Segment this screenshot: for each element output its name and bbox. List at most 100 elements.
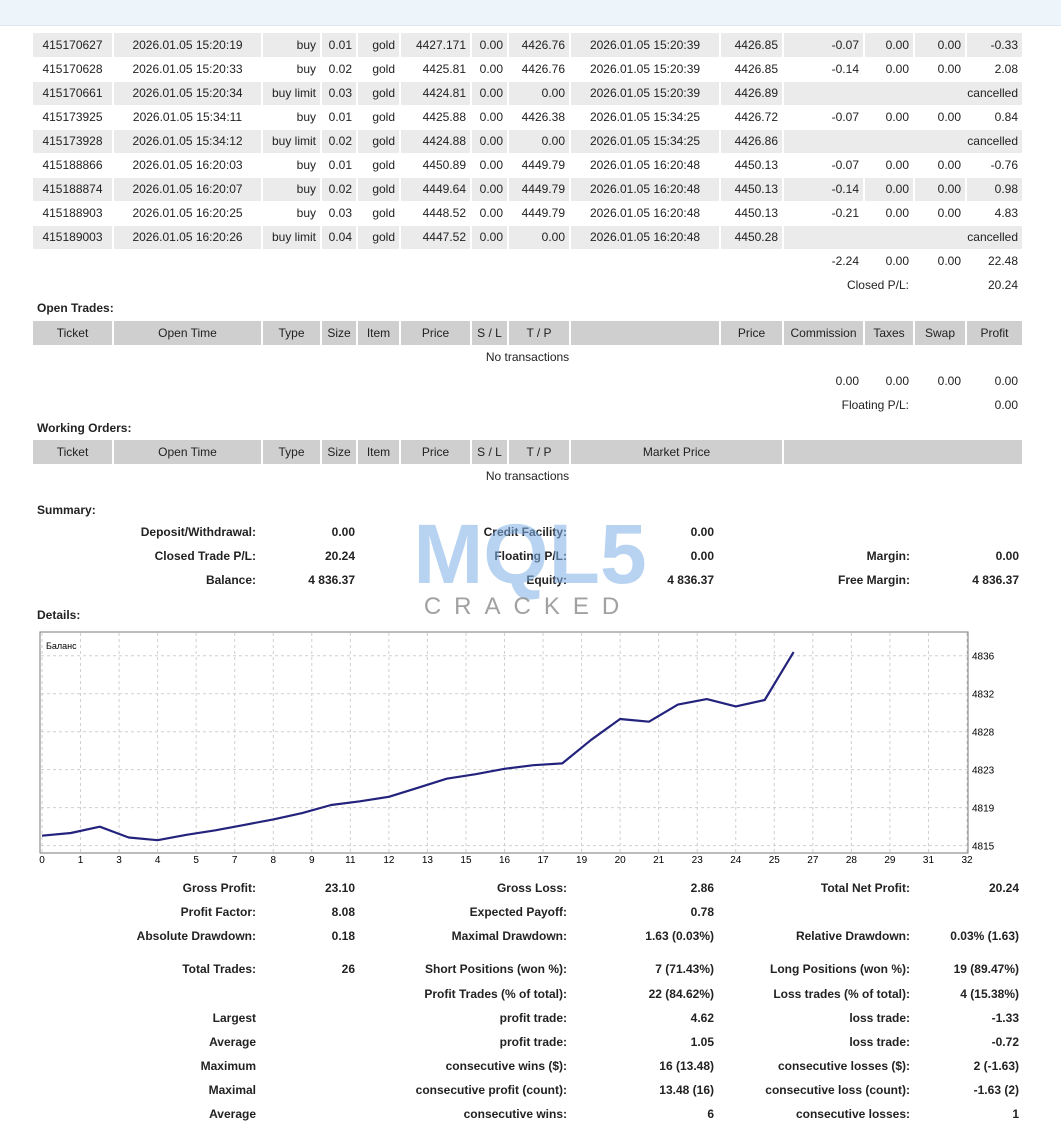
trade-cell: 2026.01.05 16:20:48	[570, 153, 721, 178]
field-label: consecutive loss (count):	[765, 1083, 910, 1097]
totals-row: 0.00 0.00 0.00 0.00	[33, 369, 1024, 394]
trade-cell: 2026.01.05 16:20:25	[113, 201, 263, 226]
trade-row: 415189003 2026.01.05 16:20:26 buy limit 0.0…	[33, 225, 1024, 250]
field-value: 6	[707, 1107, 714, 1121]
field-value: -1.63 (2)	[973, 1083, 1019, 1097]
trade-cell: 2026.01.05 16:20:48	[570, 201, 721, 226]
trade-cell: 0.02	[321, 57, 358, 82]
field-label: Free Margin:	[837, 573, 910, 587]
trade-cell: 2026.01.05 15:20:39	[570, 81, 721, 106]
field-label: Total Trades:	[182, 962, 256, 976]
message-row: No transactions	[33, 464, 1025, 489]
trade-cell: 4426.85	[720, 57, 784, 82]
field-label: Expected Payoff:	[469, 905, 567, 919]
field-value: 0.78	[690, 905, 714, 919]
field-value: -1.33	[991, 1011, 1019, 1025]
trade-cell: 415170628	[33, 57, 114, 82]
trade-cell: buy limit	[262, 129, 322, 154]
spacer	[33, 249, 784, 274]
field-value: 2.86	[690, 881, 714, 895]
field-label: Floating P/L:	[494, 549, 567, 563]
trade-cell: 0.00	[914, 153, 967, 178]
column-header: S / L	[471, 321, 509, 346]
column-header: Size	[321, 321, 358, 346]
field-label: consecutive wins:	[463, 1107, 567, 1121]
trade-cell: -0.07	[783, 105, 865, 130]
trade-cell: 4425.88	[400, 105, 472, 130]
section-title: Details:	[37, 608, 81, 622]
field-value: 8.08	[331, 905, 355, 919]
trade-cell: 415189003	[33, 225, 114, 250]
trade-cell: -0.76	[966, 153, 1024, 178]
column-header: Type	[262, 321, 322, 346]
trade-cell: 0.00	[914, 33, 967, 58]
field-value: 4 (15.38%)	[960, 987, 1019, 1001]
field-label: Margin:	[866, 549, 910, 563]
trade-cell: 0.00	[508, 129, 571, 154]
field-label: Maximal Drawdown:	[451, 929, 567, 943]
trade-cell: 0.03	[321, 81, 358, 106]
trade-cell: 2026.01.05 15:20:19	[113, 33, 263, 58]
trade-cell: 2026.01.05 16:20:03	[113, 153, 263, 178]
field-value: 0.00	[995, 549, 1019, 563]
field-value: 4 836.37	[667, 573, 714, 587]
trade-cell: 2026.01.05 16:20:48	[570, 177, 721, 202]
trade-cell: 0.00	[914, 201, 967, 226]
column-header-blank	[783, 440, 1025, 465]
trade-cell: 2.08	[966, 57, 1024, 82]
field-value: 0.00	[690, 549, 714, 563]
pl-label: Closed P/L:	[33, 273, 915, 298]
column-header: Type	[262, 440, 322, 465]
trade-cell: 0.00	[864, 201, 915, 226]
empty-message: No transactions	[33, 464, 1025, 489]
trade-cell: 4426.76	[508, 33, 571, 58]
trade-cell: gold	[357, 57, 401, 82]
field-label: Gross Profit:	[182, 881, 256, 895]
field-value: 19 (89.47%)	[953, 962, 1019, 976]
trade-cell: 0.01	[321, 105, 358, 130]
field-label: Profit Trades (% of total):	[424, 987, 567, 1001]
trade-cell: 4447.52	[400, 225, 472, 250]
pl-row: Closed P/L: 20.24	[33, 273, 1024, 298]
trade-cell: cancelled	[783, 129, 1024, 154]
total-cell: 0.00	[914, 369, 967, 394]
field-label: loss trade:	[849, 1035, 910, 1049]
field-value: 4.62	[690, 1011, 714, 1025]
trade-cell: cancelled	[783, 225, 1024, 250]
trade-cell: 4426.85	[720, 33, 784, 58]
trade-cell: gold	[357, 33, 401, 58]
field-label: Average	[209, 1107, 256, 1121]
column-header: Swap	[914, 321, 967, 346]
field-value: 2 (-1.63)	[973, 1059, 1019, 1073]
trade-row: 415188874 2026.01.05 16:20:07 buy 0.02 gold 4…	[33, 177, 1024, 202]
trade-cell: 2026.01.05 16:20:07	[113, 177, 263, 202]
trade-cell: 0.00	[864, 57, 915, 82]
message-row: No transactions	[33, 345, 1024, 370]
field-label: Deposit/Withdrawal:	[140, 525, 256, 539]
field-value: 4 836.37	[972, 573, 1019, 587]
trade-cell: 0.00	[864, 105, 915, 130]
trade-cell: 2026.01.05 15:20:34	[113, 81, 263, 106]
field-value: 13.48 (16)	[659, 1083, 714, 1097]
closed-trades-table: 415170627 2026.01.05 15:20:19 buy 0.01 gold 4…	[33, 33, 1024, 298]
field-label: loss trade:	[849, 1011, 910, 1025]
trade-row: 415188866 2026.01.05 16:20:03 buy 0.01 gold 4…	[33, 153, 1024, 178]
field-label: Absolute Drawdown:	[136, 929, 256, 943]
trade-cell: 4450.89	[400, 153, 472, 178]
field-label: consecutive losses:	[795, 1107, 910, 1121]
trade-row: 415188903 2026.01.05 16:20:25 buy 0.03 gold 4…	[33, 201, 1024, 226]
total-cell: 0.00	[864, 249, 915, 274]
trade-row: 415170627 2026.01.05 15:20:19 buy 0.01 gold 4…	[33, 33, 1024, 58]
trade-cell: 2026.01.05 15:34:25	[570, 129, 721, 154]
field-value: 1.05	[690, 1035, 714, 1049]
trade-cell: gold	[357, 153, 401, 178]
field-label: Closed Trade P/L:	[154, 549, 256, 563]
section-title: Working Orders:	[37, 421, 132, 435]
field-label: Maximal	[208, 1083, 256, 1097]
trade-cell: 0.00	[471, 33, 509, 58]
spacer	[33, 369, 784, 394]
column-header: T / P	[508, 440, 571, 465]
trade-cell: 0.84	[966, 105, 1024, 130]
trade-cell: 4424.81	[400, 81, 472, 106]
